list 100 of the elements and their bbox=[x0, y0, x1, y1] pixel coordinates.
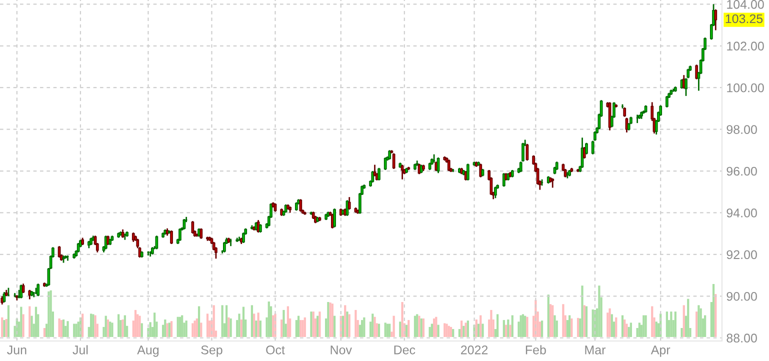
bar bbox=[286, 306, 290, 337]
y-tick-label: 88.00 bbox=[726, 334, 757, 343]
bar bbox=[638, 322, 640, 337]
bar bbox=[20, 306, 22, 337]
bar bbox=[450, 326, 452, 337]
bar bbox=[698, 305, 700, 337]
bar bbox=[626, 324, 628, 337]
y-tick-label: 94.00 bbox=[726, 208, 757, 218]
bar bbox=[568, 315, 571, 337]
bar bbox=[181, 315, 184, 337]
candlestick bbox=[299, 198, 302, 212]
y-tick-label: 104.00 bbox=[727, 0, 764, 9]
bar bbox=[268, 301, 270, 337]
bar bbox=[198, 306, 200, 337]
bar bbox=[475, 320, 478, 337]
bar bbox=[401, 302, 404, 337]
bar bbox=[687, 298, 690, 337]
x-tick-label: Mar bbox=[585, 346, 606, 354]
bar bbox=[90, 314, 92, 337]
bar bbox=[405, 324, 408, 337]
candlestick bbox=[714, 8, 718, 31]
bar bbox=[435, 316, 438, 337]
bar bbox=[331, 304, 334, 337]
x-tick-label: Feb bbox=[526, 345, 546, 354]
candlestick bbox=[447, 158, 450, 172]
bar bbox=[154, 312, 156, 337]
bar bbox=[460, 320, 463, 337]
bar bbox=[682, 305, 685, 337]
bar bbox=[480, 315, 482, 337]
y-tick-label: 90.00 bbox=[726, 292, 757, 301]
candlestick bbox=[623, 106, 626, 118]
bar bbox=[344, 305, 346, 337]
x-tick-label: Sep bbox=[201, 345, 222, 357]
bar bbox=[50, 290, 52, 337]
candlestick bbox=[494, 186, 497, 199]
candlestick bbox=[695, 64, 698, 80]
bar bbox=[1, 317, 4, 337]
y-tick-label: 96.00 bbox=[726, 166, 757, 176]
bar bbox=[34, 306, 38, 337]
candlestick bbox=[36, 282, 40, 297]
bar bbox=[149, 322, 152, 337]
annotation: 103.25 bbox=[726, 14, 763, 24]
bar bbox=[240, 320, 242, 337]
bar bbox=[164, 320, 166, 337]
bar bbox=[520, 315, 522, 337]
bar bbox=[134, 310, 137, 337]
bar bbox=[297, 316, 300, 337]
bar bbox=[522, 314, 524, 337]
bar bbox=[655, 322, 658, 337]
bar bbox=[462, 326, 465, 337]
bar bbox=[477, 324, 480, 337]
candlestick bbox=[132, 232, 135, 243]
candlestick bbox=[333, 208, 336, 228]
x-tick-label: Dec bbox=[394, 346, 416, 354]
x-tick-label: Nov bbox=[330, 346, 352, 354]
candlestick bbox=[348, 196, 351, 210]
candlestick bbox=[466, 163, 470, 182]
bar bbox=[77, 322, 80, 337]
bar bbox=[196, 318, 198, 337]
candlestick bbox=[242, 232, 245, 244]
bar bbox=[700, 308, 702, 337]
candlestick bbox=[551, 178, 554, 188]
bar bbox=[194, 320, 196, 337]
bar bbox=[212, 305, 215, 337]
bar bbox=[388, 324, 391, 337]
candlestick bbox=[22, 282, 25, 294]
bar bbox=[242, 306, 245, 337]
candlestick bbox=[178, 228, 182, 242]
candlestick bbox=[20, 284, 23, 299]
candlestick bbox=[182, 218, 186, 230]
bar bbox=[109, 322, 112, 337]
x-tick-label: 2022 bbox=[461, 345, 488, 354]
bar bbox=[316, 316, 319, 337]
bar bbox=[714, 294, 717, 337]
bar bbox=[346, 312, 348, 337]
y-tick-label: 100.00 bbox=[727, 83, 764, 92]
bar bbox=[554, 315, 556, 337]
candlestick bbox=[200, 228, 203, 240]
candlestick bbox=[214, 246, 218, 260]
bar bbox=[238, 314, 240, 337]
bar bbox=[610, 314, 613, 337]
candlestick bbox=[666, 95, 668, 108]
bar bbox=[581, 286, 584, 337]
x-tick-label: Apr bbox=[650, 346, 670, 357]
candlestick bbox=[106, 234, 110, 246]
candlestick bbox=[384, 156, 387, 171]
bar bbox=[507, 320, 510, 337]
bar bbox=[361, 320, 364, 337]
y-tick-label: 102.00 bbox=[727, 42, 764, 51]
bar bbox=[372, 314, 374, 337]
bar bbox=[490, 310, 492, 337]
bar bbox=[420, 318, 422, 337]
bar bbox=[106, 320, 110, 337]
bar bbox=[104, 316, 107, 337]
bar bbox=[136, 314, 139, 337]
candlestick bbox=[170, 230, 173, 245]
bar bbox=[253, 314, 256, 337]
x-tick-label: Jun bbox=[7, 346, 26, 354]
bar bbox=[552, 305, 554, 337]
candlestick bbox=[434, 160, 438, 172]
